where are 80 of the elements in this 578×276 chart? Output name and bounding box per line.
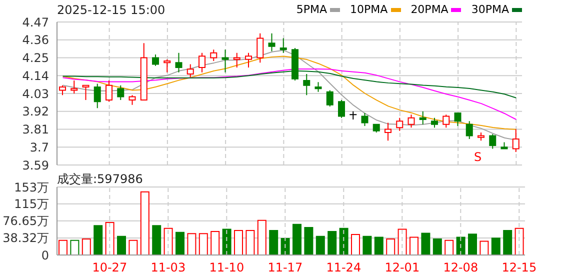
- y-tick-label: 38.32万: [2, 231, 49, 246]
- candlestick: [175, 52, 182, 73]
- bar: [58, 240, 68, 255]
- x-tick-label: 12-15: [502, 260, 537, 275]
- bar: [480, 240, 489, 255]
- y-tick-label: 4.25: [22, 51, 49, 66]
- bar: [374, 236, 384, 255]
- y-tick-label: 4.14: [22, 68, 49, 83]
- bar: [398, 228, 407, 255]
- y-tick-label: 3.59: [22, 158, 49, 172]
- legend-label: 20PMA: [410, 3, 448, 16]
- line-series: [62, 70, 517, 98]
- bar: [269, 230, 278, 255]
- y-tick-label: 3.81: [22, 122, 49, 137]
- bar: [456, 236, 466, 255]
- bar: [257, 220, 266, 255]
- bar: [82, 238, 91, 255]
- bar: [421, 232, 430, 255]
- legend-label: 10PMA: [350, 3, 388, 16]
- bar: [491, 238, 500, 255]
- bar: [152, 225, 162, 255]
- candlestick: [222, 49, 229, 73]
- bar: [140, 191, 150, 255]
- bar: [94, 225, 103, 255]
- bar: [514, 228, 524, 255]
- bar: [128, 240, 138, 255]
- y-tick-label: 3.92: [22, 104, 49, 119]
- y-tick-label: 76.65万: [2, 214, 49, 228]
- bar: [362, 236, 372, 255]
- bar: [280, 238, 290, 255]
- bar: [198, 233, 208, 255]
- y-tick-label: 0: [41, 248, 49, 262]
- y-tick-label: 4.03: [22, 86, 49, 101]
- chart-title: 2025-12-15 15:00: [57, 3, 166, 17]
- bar: [444, 240, 454, 255]
- bar: [164, 228, 173, 255]
- bar: [176, 232, 184, 255]
- line-series: [62, 68, 517, 120]
- legend-label: 30PMA: [471, 3, 509, 16]
- bar: [117, 236, 126, 255]
- y-tick-label: 3.7: [30, 140, 49, 154]
- bar: [339, 228, 348, 255]
- candlestick: [233, 52, 240, 68]
- bar: [210, 230, 220, 255]
- annotation: S: [474, 150, 482, 164]
- bar: [292, 224, 302, 255]
- x-tick-label: 12-08: [443, 260, 478, 275]
- bar: [222, 228, 232, 255]
- bar: [304, 226, 314, 255]
- candlestick: [268, 32, 276, 52]
- bar: [234, 230, 243, 255]
- legend-label: 5PMA: [296, 3, 328, 16]
- y-tick-label: 115万: [14, 197, 49, 212]
- candlestick: [303, 74, 310, 96]
- bar: [432, 238, 442, 255]
- bar: [410, 236, 418, 255]
- y-tick-label: 4.47: [22, 15, 49, 30]
- y-tick-label: 4.36: [22, 33, 49, 48]
- bar: [187, 233, 196, 255]
- candlestick: [314, 82, 322, 92]
- x-tick-label: 12-01: [384, 260, 420, 275]
- bar: [503, 230, 512, 255]
- y-tick-label: 153万: [14, 180, 49, 194]
- candlestick: [419, 110, 426, 125]
- bar: [328, 230, 337, 255]
- bar: [386, 238, 396, 255]
- bar: [468, 234, 477, 255]
- x-tick-label: 11-10: [209, 260, 244, 275]
- x-tick-label: 11-24: [326, 260, 362, 275]
- bar: [351, 234, 360, 255]
- bar: [246, 230, 255, 255]
- chart-title: 成交量:597986: [57, 171, 143, 188]
- bar: [105, 222, 114, 255]
- candlestick: [384, 122, 392, 142]
- bar: [70, 240, 80, 255]
- x-tick-label: 11-03: [150, 260, 186, 275]
- candlestick: [280, 38, 287, 54]
- bar: [316, 236, 325, 255]
- x-tick-label: 10-27: [92, 260, 128, 275]
- x-tick-label: 11-17: [268, 260, 303, 275]
